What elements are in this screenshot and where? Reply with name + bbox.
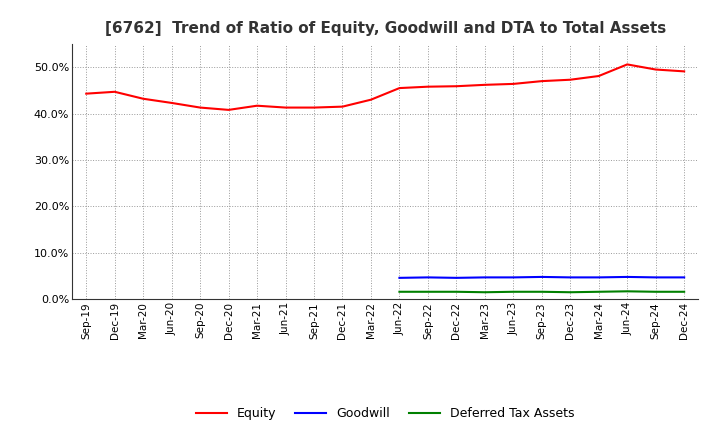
Equity: [82, 91, 91, 96]
Equity: [282, 105, 290, 110]
Equity: [110, 89, 119, 95]
Equity: [537, 78, 546, 84]
Deferred Tax Assets: [537, 289, 546, 294]
Goodwill: [652, 275, 660, 280]
Deferred Tax Assets: [509, 289, 518, 294]
Equity: [566, 77, 575, 82]
Equity: [623, 62, 631, 67]
Equity: [395, 85, 404, 91]
Deferred Tax Assets: [595, 289, 603, 294]
Deferred Tax Assets: [423, 289, 432, 294]
Goodwill: [595, 275, 603, 280]
Line: Goodwill: Goodwill: [400, 277, 684, 278]
Title: [6762]  Trend of Ratio of Equity, Goodwill and DTA to Total Assets: [6762] Trend of Ratio of Equity, Goodwil…: [104, 21, 666, 36]
Line: Equity: Equity: [86, 64, 684, 110]
Deferred Tax Assets: [623, 289, 631, 294]
Deferred Tax Assets: [452, 289, 461, 294]
Equity: [652, 67, 660, 72]
Equity: [310, 105, 318, 110]
Goodwill: [480, 275, 489, 280]
Equity: [167, 100, 176, 106]
Equity: [595, 73, 603, 79]
Equity: [196, 105, 204, 110]
Goodwill: [537, 274, 546, 279]
Equity: [253, 103, 261, 108]
Goodwill: [566, 275, 575, 280]
Goodwill: [623, 274, 631, 279]
Equity: [423, 84, 432, 89]
Equity: [225, 107, 233, 113]
Deferred Tax Assets: [652, 289, 660, 294]
Equity: [452, 84, 461, 89]
Equity: [680, 69, 688, 74]
Legend: Equity, Goodwill, Deferred Tax Assets: Equity, Goodwill, Deferred Tax Assets: [191, 403, 580, 425]
Deferred Tax Assets: [395, 289, 404, 294]
Goodwill: [452, 275, 461, 280]
Goodwill: [395, 275, 404, 280]
Goodwill: [423, 275, 432, 280]
Goodwill: [680, 275, 688, 280]
Equity: [366, 97, 375, 103]
Equity: [139, 96, 148, 101]
Line: Deferred Tax Assets: Deferred Tax Assets: [400, 291, 684, 292]
Deferred Tax Assets: [680, 289, 688, 294]
Goodwill: [509, 275, 518, 280]
Deferred Tax Assets: [480, 290, 489, 295]
Deferred Tax Assets: [566, 290, 575, 295]
Equity: [480, 82, 489, 88]
Equity: [509, 81, 518, 87]
Equity: [338, 104, 347, 109]
